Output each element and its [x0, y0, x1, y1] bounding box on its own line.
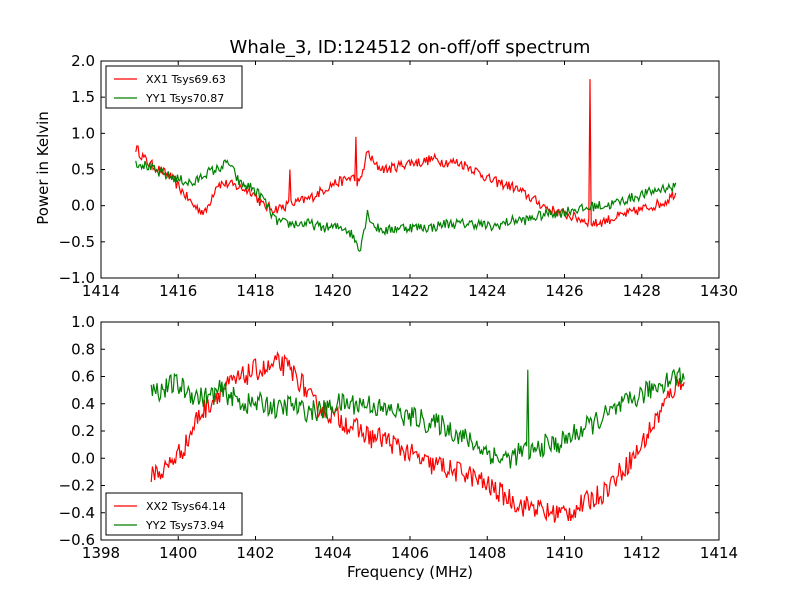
y-tick-label: 0.8	[71, 340, 95, 358]
x-tick-label: 1416	[159, 282, 197, 300]
legend-box	[105, 65, 243, 109]
legend-box	[105, 492, 243, 536]
chart-title: Whale_3, ID:124512 on-off/off spectrum	[230, 37, 591, 58]
y-tick-label: 1.0	[71, 124, 95, 142]
x-axis-label-bottom: Frequency (MHz)	[347, 563, 473, 581]
x-tick-label: 1424	[468, 282, 506, 300]
series-line-2	[135, 159, 677, 252]
x-tick-label: 1412	[623, 544, 661, 562]
legend: XX2 Tsys64.14 YY2 Tsys73.94	[105, 492, 243, 536]
x-tick-label: 1418	[236, 282, 274, 300]
x-tick-label: 1422	[391, 282, 429, 300]
y-axis-label-top: Power in Kelvin	[34, 111, 52, 225]
x-tick-label: 1398	[82, 544, 120, 562]
x-tick-label: 1414	[700, 544, 738, 562]
series-line-1	[135, 79, 677, 228]
x-tick-label: 1430	[700, 282, 738, 300]
x-tick-label: 1408	[468, 544, 506, 562]
series-line-2	[150, 367, 685, 469]
legend-entry: YY1 Tsys70.87	[145, 92, 224, 105]
x-tick-label: 1410	[545, 544, 583, 562]
y-tick-label: −0.6	[59, 531, 95, 549]
y-tick-label: −0.5	[59, 233, 95, 251]
y-tick-label: −1.0	[59, 269, 95, 287]
y-tick-label: −0.4	[59, 504, 95, 522]
x-tick-label: 1426	[545, 282, 583, 300]
series-line-1	[150, 350, 685, 523]
y-tick-label: 0.0	[71, 197, 95, 215]
y-tick-label: 1.5	[71, 88, 95, 106]
x-tick-label: 1404	[314, 544, 352, 562]
x-tick-label: 1420	[314, 282, 352, 300]
x-tick-label: 1406	[391, 544, 429, 562]
legend-entry: XX1 Tsys69.63	[146, 73, 226, 86]
y-tick-label: −0.2	[59, 477, 95, 495]
y-tick-label: 0.0	[71, 449, 95, 467]
y-tick-label: 0.2	[71, 422, 95, 440]
y-tick-label: 0.5	[71, 161, 95, 179]
x-tick-label: 1400	[159, 544, 197, 562]
series-lines	[135, 79, 677, 252]
y-tick-label: 0.4	[71, 395, 95, 413]
legend-entry: YY2 Tsys73.94	[145, 519, 224, 532]
top-panel: 1414 1416 1418 1420 1422 1424 1426 1428 1430 −1.0…	[59, 52, 739, 300]
legend-entry: XX2 Tsys64.14	[146, 500, 226, 513]
x-tick-label: 1402	[236, 544, 274, 562]
legend: XX1 Tsys69.63 YY1 Tsys70.87	[105, 65, 243, 109]
y-tick-label: 2.0	[71, 52, 95, 70]
y-tick-label: 0.6	[71, 368, 95, 386]
series-lines	[150, 350, 685, 523]
bottom-panel: 1398 1400 1402 1404 1406 1408 1410 1412 1414 −0.6…	[59, 313, 739, 562]
x-tick-label: 1428	[623, 282, 661, 300]
x-tick-label: 1414	[82, 282, 120, 300]
y-tick-label: 1.0	[71, 313, 95, 331]
